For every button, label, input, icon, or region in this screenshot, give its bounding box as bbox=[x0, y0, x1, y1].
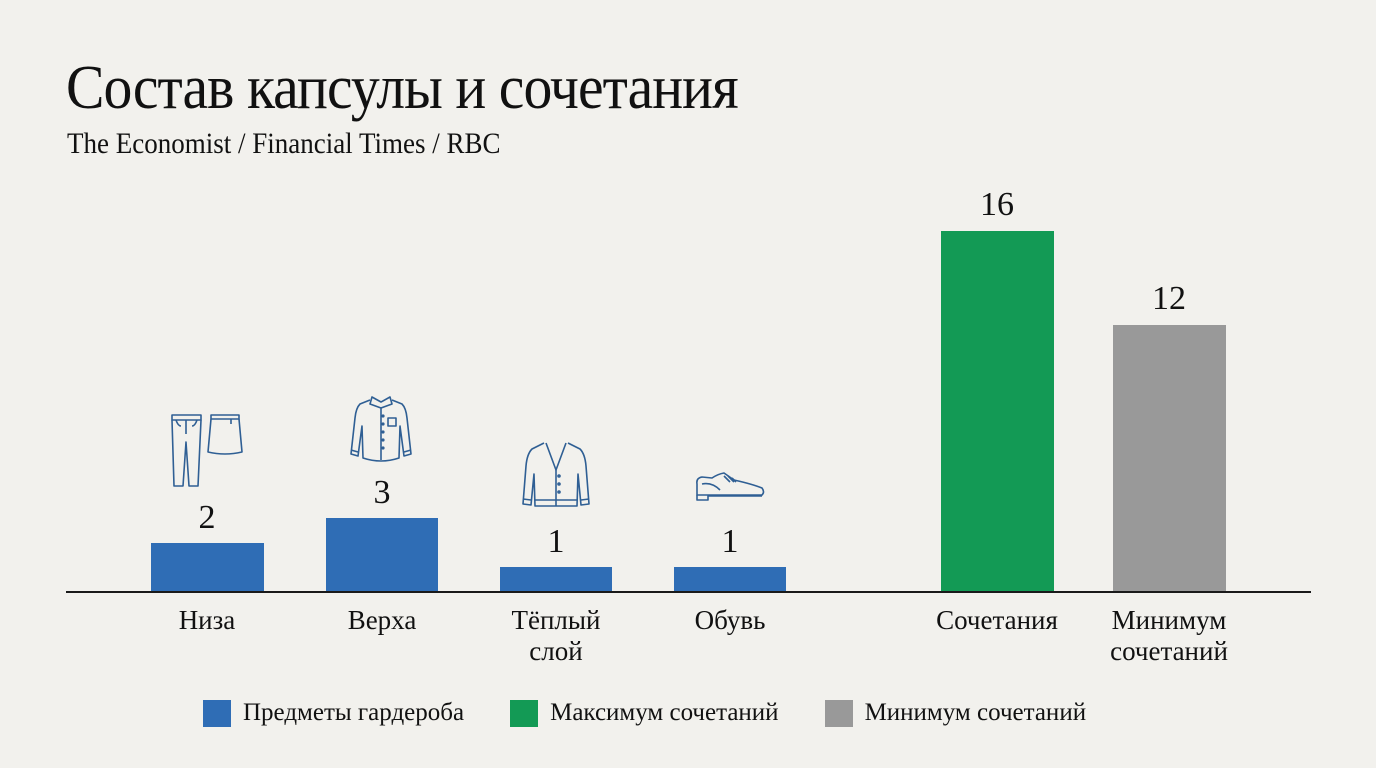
x-axis-line bbox=[66, 591, 1311, 593]
legend-swatch-green bbox=[510, 699, 539, 727]
bar-shoes bbox=[674, 567, 786, 592]
value-label-shoes: 1 bbox=[721, 523, 739, 560]
bar-warm-layer bbox=[500, 567, 612, 592]
legend-label: Минимум сочетаний bbox=[864, 699, 1087, 726]
value-label-combinations: 16 bbox=[980, 186, 1014, 223]
legend: Предметы гардероба Максимум сочетаний Ми… bbox=[203, 699, 1132, 727]
chart-title: Состав капсулы и сочетания bbox=[66, 54, 739, 122]
value-label-min-combinations: 12 bbox=[1152, 280, 1186, 317]
legend-swatch-blue bbox=[203, 699, 231, 727]
legend-swatch-gray bbox=[824, 699, 853, 727]
bar-bottoms bbox=[151, 543, 264, 592]
category-label-warm-layer: Тёплый слой bbox=[511, 605, 601, 666]
bar-combinations bbox=[941, 231, 1054, 592]
legend-item-wardrobe: Предметы гардероба bbox=[203, 699, 464, 727]
shirt-icon bbox=[350, 396, 412, 462]
legend-item-max: Максимум сочетаний bbox=[510, 699, 779, 727]
category-label-bottoms: Низа bbox=[178, 605, 236, 635]
category-label-min-combinations: Минимум сочетаний bbox=[1110, 605, 1228, 666]
bar-min-combinations bbox=[1113, 325, 1226, 592]
value-label-bottoms: 2 bbox=[198, 499, 216, 536]
cardigan-icon bbox=[522, 442, 590, 507]
legend-label: Предметы гардероба bbox=[243, 699, 465, 726]
category-label-combinations: Сочетания bbox=[936, 605, 1058, 635]
legend-item-min: Минимум сочетаний bbox=[824, 699, 1087, 727]
shoe-icon bbox=[696, 472, 765, 501]
legend-label: Максимум сочетаний bbox=[550, 699, 779, 726]
value-label-tops: 3 bbox=[373, 474, 391, 511]
chart-subtitle: The Economist / Financial Times / RBC bbox=[67, 127, 501, 160]
bar-tops bbox=[326, 518, 438, 592]
category-label-shoes: Обувь bbox=[694, 605, 766, 635]
value-label-warm-layer: 1 bbox=[547, 523, 565, 560]
category-label-tops: Верха bbox=[347, 605, 417, 635]
pants-skirt-icon bbox=[171, 414, 243, 487]
